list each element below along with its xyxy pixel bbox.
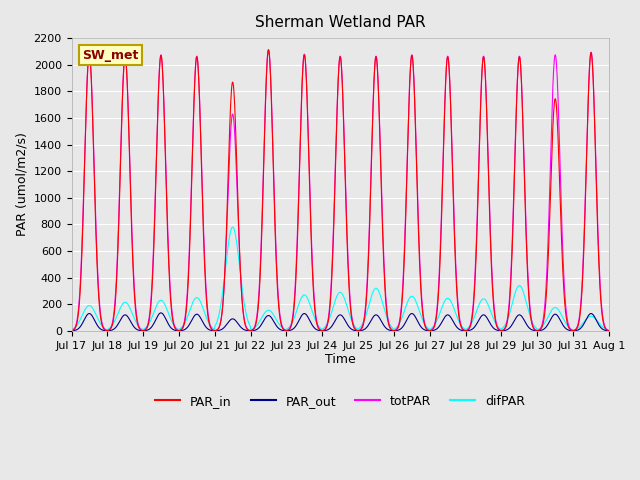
Y-axis label: PAR (umol/m2/s): PAR (umol/m2/s) bbox=[15, 132, 28, 237]
Legend: PAR_in, PAR_out, totPAR, difPAR: PAR_in, PAR_out, totPAR, difPAR bbox=[150, 390, 530, 413]
X-axis label: Time: Time bbox=[324, 353, 356, 366]
Title: Sherman Wetland PAR: Sherman Wetland PAR bbox=[255, 15, 426, 30]
Text: SW_met: SW_met bbox=[83, 48, 139, 61]
